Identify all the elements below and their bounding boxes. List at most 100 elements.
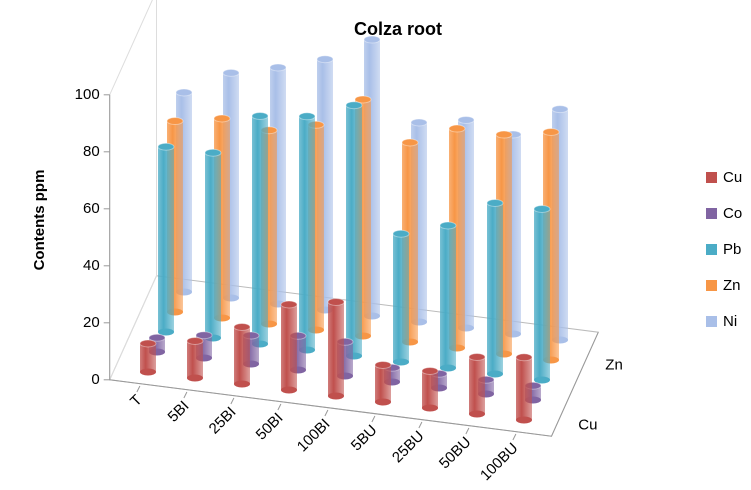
legend-label: Zn <box>723 277 741 294</box>
bar <box>327 297 345 400</box>
legend-label: Co <box>723 205 742 222</box>
bar-top <box>157 142 175 151</box>
y-tick-label: 100 <box>75 86 100 103</box>
bar <box>233 323 251 388</box>
bar-top <box>468 353 486 361</box>
x-tick <box>465 427 470 435</box>
x-tick-label: 25BU <box>389 428 428 467</box>
x-tick <box>277 403 282 411</box>
bar-top <box>195 331 213 340</box>
bar <box>345 101 363 360</box>
bar <box>280 300 298 394</box>
legend-label: Cu <box>723 169 742 186</box>
bar-top <box>204 148 222 157</box>
y-tick-label: 40 <box>83 257 100 274</box>
bar-top <box>251 112 269 120</box>
bar-top <box>542 128 560 136</box>
x-tick-label: 50BU <box>436 434 475 473</box>
x-tick <box>418 421 423 429</box>
bar <box>392 229 410 366</box>
legend-swatch <box>706 316 717 327</box>
bar <box>374 360 392 406</box>
bar-top <box>166 117 184 126</box>
legend-label: Pb <box>723 241 741 258</box>
bar-body <box>422 370 438 408</box>
bar <box>139 339 157 376</box>
bar-top <box>401 138 419 147</box>
x-tick-label: 100BI <box>294 416 334 456</box>
bar-top <box>457 115 475 124</box>
bar-body <box>187 340 203 378</box>
legend-label: Ni <box>723 313 737 330</box>
bar-body <box>346 105 362 356</box>
depth-label: Zn <box>605 356 623 373</box>
x-tick-label: T <box>127 392 146 411</box>
bar-top <box>148 333 166 342</box>
bar-body <box>375 364 391 402</box>
bar-top <box>175 88 193 97</box>
bar-body <box>252 116 268 344</box>
bar <box>439 221 457 372</box>
x-tick-label: 5BI <box>165 398 193 426</box>
legend-swatch <box>706 280 717 291</box>
y-axis <box>109 94 599 437</box>
x-tick <box>324 409 329 417</box>
bar-top <box>186 336 204 345</box>
bar-top <box>486 199 504 207</box>
bar-top <box>439 221 457 230</box>
bar-top <box>327 297 345 306</box>
bar-top <box>354 95 372 104</box>
x-tick-label: 5BU <box>348 422 381 455</box>
y-axis-label: Contents ppm <box>31 170 48 271</box>
bar-top <box>345 101 363 110</box>
bar-body <box>516 357 532 420</box>
x-tick-label: 25BI <box>206 404 240 438</box>
bar-top <box>222 68 240 77</box>
y-tick-label: 0 <box>91 371 99 388</box>
legend-swatch <box>706 208 717 219</box>
bar-top <box>233 323 251 331</box>
bar-body <box>440 225 456 368</box>
bar <box>486 199 504 378</box>
y-tick-label: 20 <box>83 314 100 331</box>
legend-swatch <box>706 172 717 183</box>
bar-top <box>213 114 231 123</box>
bar-top <box>316 55 334 64</box>
bar <box>298 112 316 354</box>
bar <box>421 366 439 412</box>
bar-top <box>533 205 551 213</box>
bar-top <box>374 360 392 369</box>
x-tick <box>512 433 517 441</box>
x-tick <box>371 415 376 423</box>
x-tick-label: 100BU <box>477 440 521 484</box>
bar <box>515 353 533 424</box>
bar-top <box>139 339 157 348</box>
bar-top <box>269 63 287 72</box>
bar-top <box>515 353 533 362</box>
x-tick <box>230 397 235 405</box>
bar-body <box>487 203 503 374</box>
side-wall <box>109 0 157 381</box>
bar-top <box>298 112 316 121</box>
bar-body <box>469 357 485 414</box>
y-tick-label: 60 <box>83 200 100 217</box>
bar-body <box>328 301 344 396</box>
bar <box>251 112 269 348</box>
bar-top <box>410 118 428 127</box>
bar-body <box>205 152 221 338</box>
bar-top <box>363 35 381 44</box>
x-tick <box>183 391 188 399</box>
bar <box>468 353 486 418</box>
bar-body <box>534 209 550 380</box>
bar <box>533 205 551 384</box>
bar-top <box>495 130 513 139</box>
bar <box>157 142 175 336</box>
chart-title: Colza root <box>354 19 442 39</box>
bar <box>204 148 222 342</box>
x-tick <box>136 385 141 393</box>
bar-top <box>421 366 439 375</box>
bar-top <box>280 300 298 309</box>
bar-body <box>158 146 174 332</box>
